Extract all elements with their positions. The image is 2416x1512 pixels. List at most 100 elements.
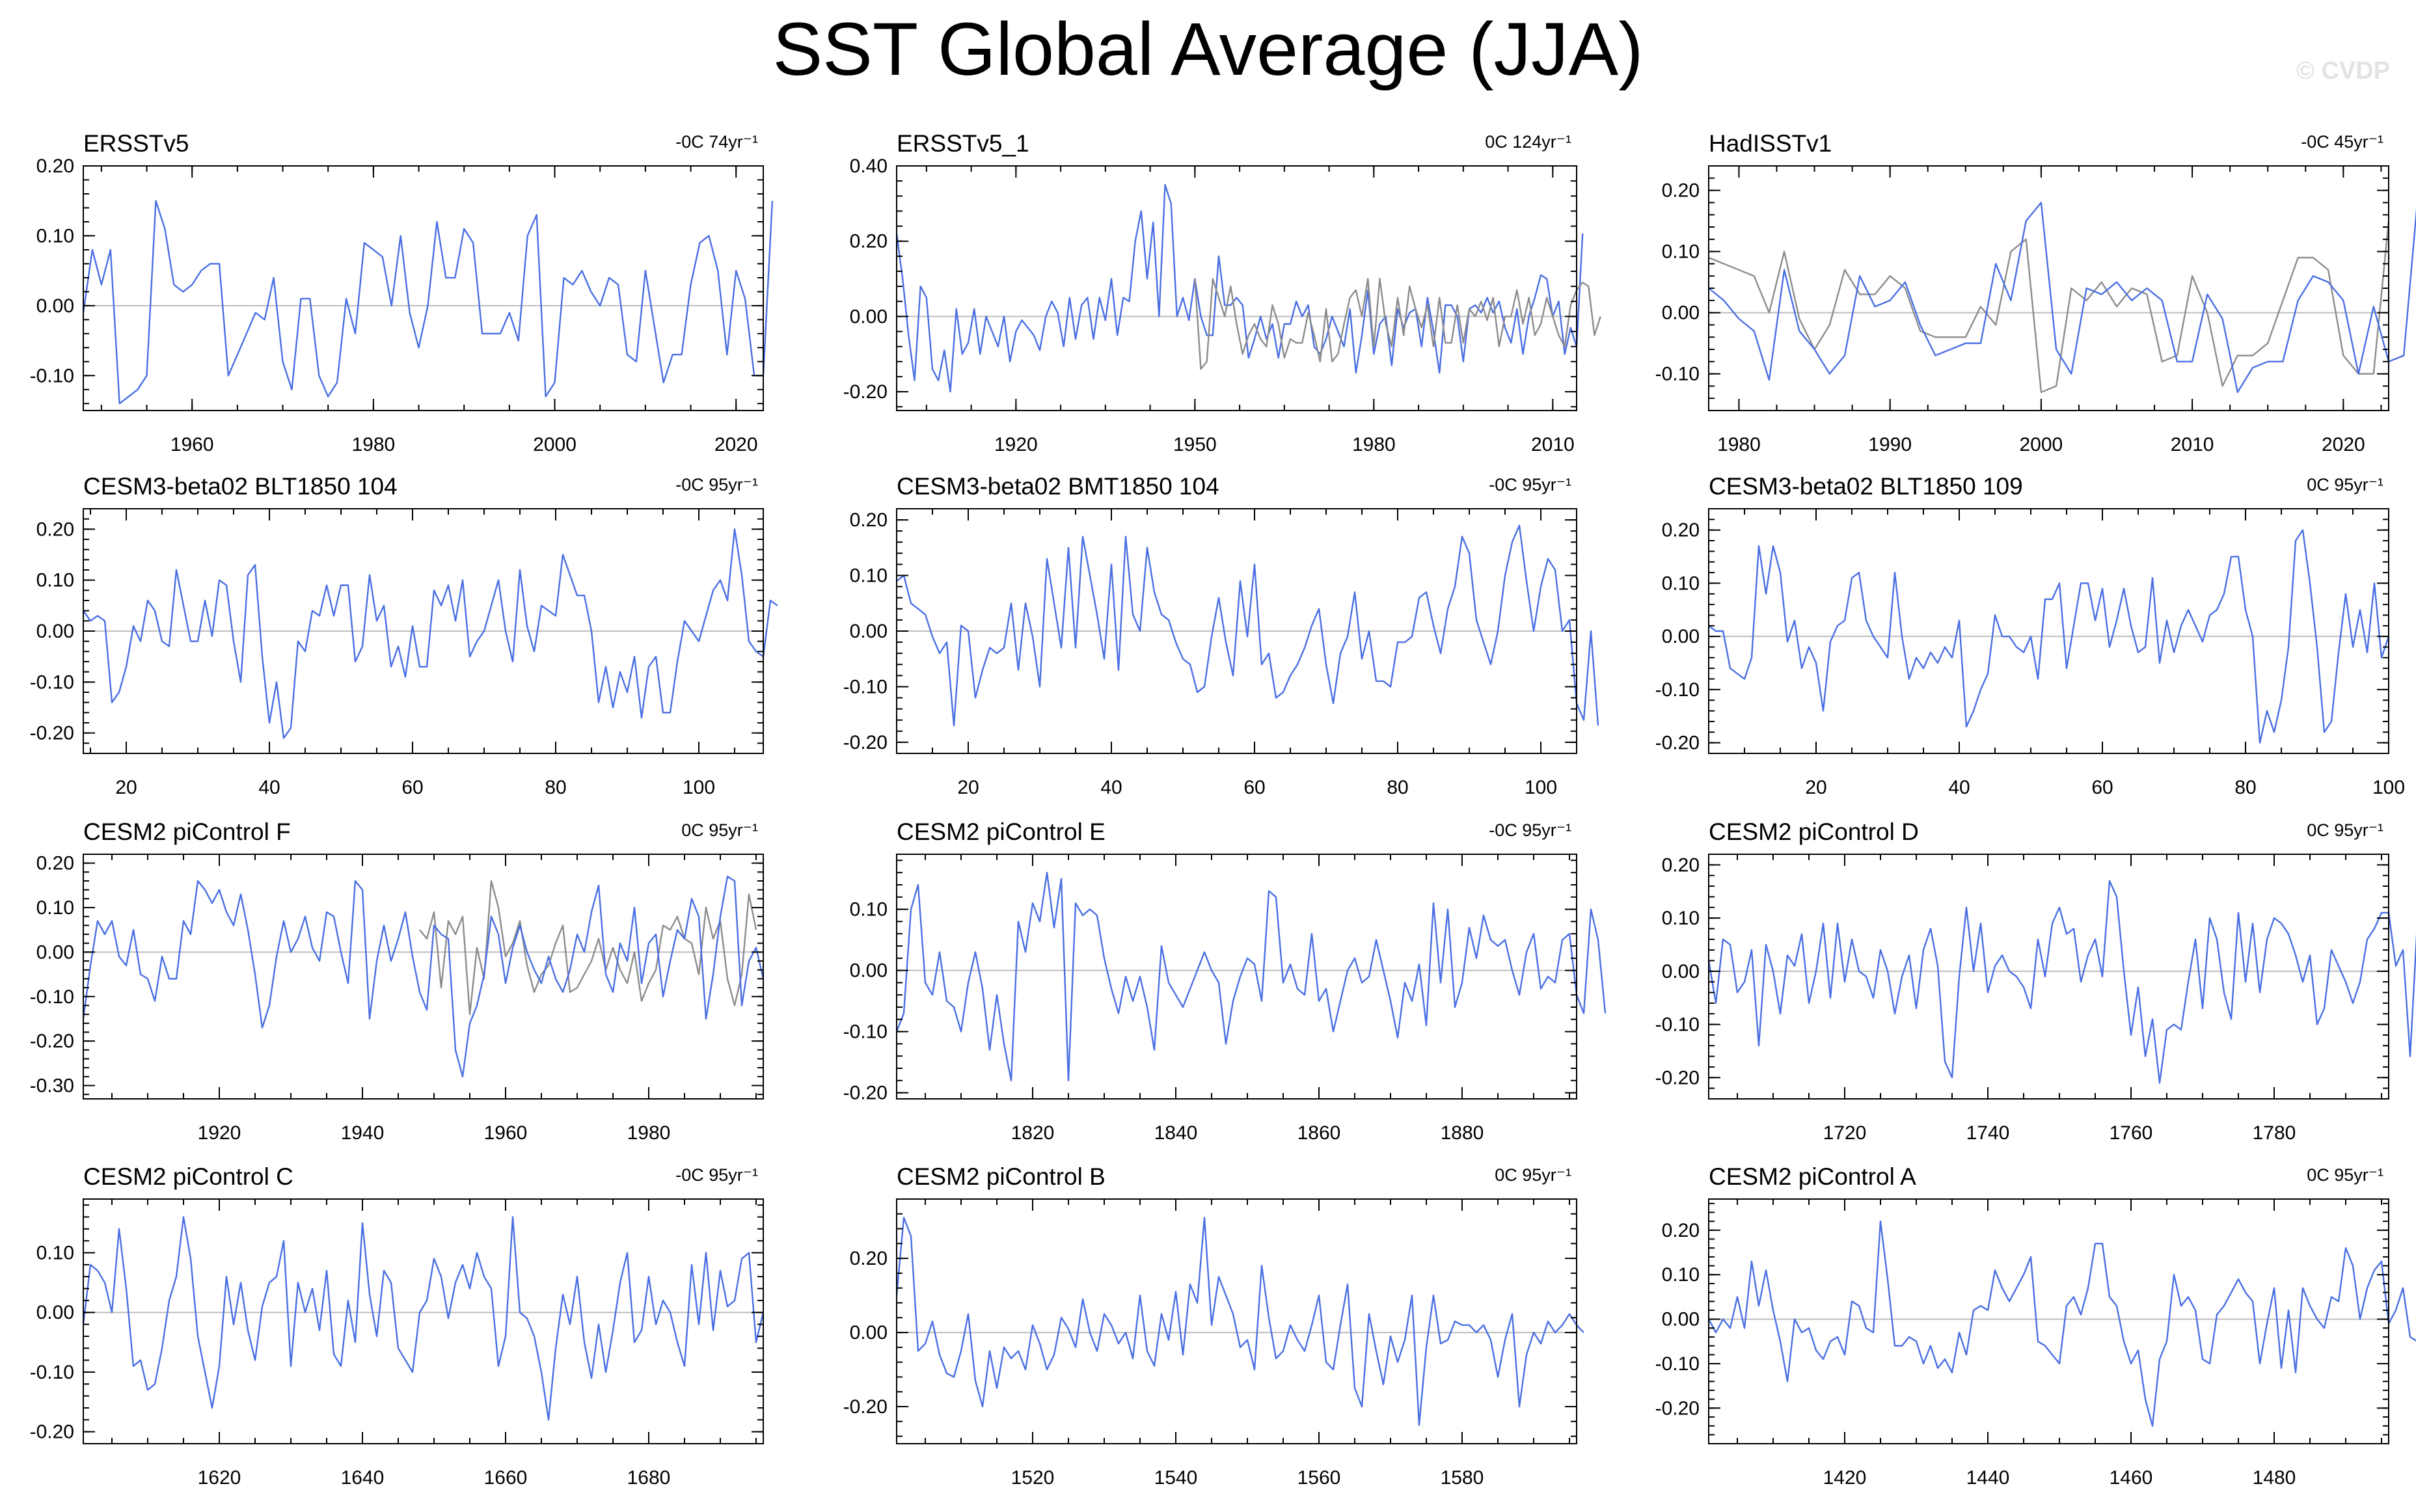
y-tick-label: -0.20 — [1655, 1067, 1700, 1088]
y-tick-label: 0.00 — [850, 621, 888, 642]
panel-trend-label: -0C 95yr⁻¹ — [675, 475, 758, 494]
primary-series-line — [895, 871, 1607, 1082]
plot-frame — [1708, 1198, 2389, 1444]
y-tick-label: 0.20 — [1662, 854, 1700, 876]
primary-series-line — [1707, 880, 2416, 1084]
y-tick-label: 0.20 — [850, 509, 888, 531]
y-tick-label: 0.00 — [1662, 626, 1700, 647]
y-tick-label: 0.00 — [1662, 961, 1700, 982]
y-tick-label: -0.10 — [30, 365, 74, 386]
secondary-series-line — [419, 880, 757, 1016]
y-tick-label: -0.20 — [843, 381, 888, 403]
primary-series-line — [1708, 202, 2416, 393]
panel-title: CESM2 piControl E — [897, 818, 1106, 845]
x-tick-label: 80 — [545, 777, 566, 798]
x-tick-label: 80 — [1387, 777, 1408, 798]
x-tick-label: 20 — [957, 777, 979, 798]
x-tick-label: 2020 — [2322, 434, 2365, 455]
y-tick-label: 0.20 — [36, 519, 74, 540]
secondary-series-line — [1194, 278, 1601, 370]
y-tick-label: -0.30 — [30, 1075, 74, 1096]
x-tick-label: 60 — [401, 777, 423, 798]
y-tick-label: -0.10 — [30, 1362, 74, 1383]
y-tick-label: 0.10 — [1662, 573, 1700, 594]
panel-title: CESM3-beta02 BLT1850 104 — [83, 473, 398, 500]
x-tick-label: 1980 — [1717, 434, 1761, 455]
panel-trend-label: -0C 95yr⁻¹ — [1489, 820, 1571, 840]
x-tick-label: 1420 — [1823, 1467, 1867, 1489]
x-tick-label: 1740 — [1966, 1122, 2010, 1144]
y-tick-label: -0.20 — [843, 1083, 888, 1104]
y-tick-label: -0.10 — [1655, 1014, 1700, 1036]
panel-1: ERSSTv5 -0C 74yr⁻¹ -0.10 0.00 0.10 0.20 1960 19… — [30, 130, 774, 455]
x-tick-label: 40 — [258, 777, 280, 798]
panel-title: CESM2 piControl D — [1709, 818, 1919, 845]
y-tick-label: 0.00 — [36, 621, 74, 642]
panel-title: ERSSTv5 — [83, 130, 189, 157]
y-tick-label: 0.10 — [36, 1243, 74, 1264]
y-tick-label: 0.10 — [1662, 908, 1700, 929]
panel-trend-label: -0C 45yr⁻¹ — [2301, 132, 2383, 152]
plot-frame — [83, 165, 764, 411]
x-tick-label: 80 — [2234, 777, 2256, 798]
panel-title: ERSSTv5_1 — [897, 130, 1029, 157]
x-tick-label: 1880 — [1441, 1122, 1484, 1144]
x-tick-label: 100 — [683, 777, 715, 798]
y-tick-label: 0.20 — [36, 853, 74, 874]
panel-8: CESM2 piControl E -0C 95yr⁻¹ -0.20 -0.10 0.0… — [843, 818, 1607, 1144]
panel-trend-label: 0C 95yr⁻¹ — [1495, 1165, 1571, 1185]
y-tick-label: -0.10 — [1655, 1353, 1700, 1375]
secondary-series-line — [1708, 221, 2390, 393]
y-tick-label: -0.10 — [1655, 679, 1700, 701]
panel-title: CESM2 piControl F — [83, 818, 291, 845]
x-tick-label: 1580 — [1441, 1467, 1484, 1489]
y-tick-label: -0.10 — [843, 1021, 888, 1043]
y-tick-label: 0.00 — [36, 295, 74, 317]
panel-trend-label: 0C 124yr⁻¹ — [1485, 132, 1571, 152]
panel-trend-label: 0C 95yr⁻¹ — [2307, 820, 2383, 840]
y-tick-label: 0.00 — [36, 941, 74, 963]
panel-9: CESM2 piControl D 0C 95yr⁻¹ -0.20 -0.10 0.00… — [1655, 818, 2416, 1144]
y-tick-label: -0.20 — [843, 1396, 888, 1418]
x-tick-label: 1480 — [2253, 1467, 2296, 1489]
plot-frame — [83, 1198, 764, 1444]
y-tick-label: 0.00 — [1662, 303, 1700, 324]
primary-series-line — [83, 528, 778, 739]
y-tick-label: 0.00 — [850, 306, 888, 327]
x-tick-label: 1980 — [351, 434, 395, 455]
panel-7: CESM2 piControl F 0C 95yr⁻¹ -0.30 -0.20 -0.1… — [30, 818, 765, 1144]
x-tick-label: 1680 — [627, 1467, 671, 1489]
y-tick-label: 0.20 — [1662, 1220, 1700, 1241]
x-tick-label: 1950 — [1173, 434, 1217, 455]
y-tick-label: 0.00 — [36, 1302, 74, 1323]
panel-trend-label: -0C 95yr⁻¹ — [1489, 475, 1571, 494]
figure-title: SST Global Average (JJA) — [772, 8, 1644, 91]
y-tick-label: 0.10 — [1662, 1264, 1700, 1286]
primary-series-line — [1707, 1220, 2416, 1427]
x-tick-label: 1760 — [2110, 1122, 2153, 1144]
x-tick-label: 1540 — [1154, 1467, 1198, 1489]
y-tick-label: -0.20 — [30, 723, 74, 744]
panel-trend-label: -0C 95yr⁻¹ — [675, 1165, 758, 1185]
panel-10: CESM2 piControl C -0C 95yr⁻¹ -0.20 -0.10 0.0… — [30, 1163, 765, 1489]
y-tick-label: 0.10 — [850, 899, 888, 921]
y-tick-label: -0.10 — [1655, 364, 1700, 385]
x-tick-label: 1960 — [170, 434, 214, 455]
plot-frame — [1708, 854, 2389, 1100]
y-tick-label: -0.20 — [1655, 733, 1700, 754]
panel-4: CESM3-beta02 BLT1850 104 -0C 95yr⁻¹ -0.20 -… — [30, 473, 778, 798]
x-tick-label: 1660 — [484, 1467, 528, 1489]
x-tick-label: 1920 — [994, 434, 1038, 455]
panel-title: CESM3-beta02 BMT1850 104 — [897, 473, 1219, 500]
y-tick-label: -0.20 — [843, 732, 888, 753]
primary-series-line — [895, 183, 1584, 393]
x-tick-label: 100 — [2372, 777, 2405, 798]
panel-6: CESM3-beta02 BLT1850 109 0C 95yr⁻¹ -0.20 -0… — [1655, 473, 2405, 798]
primary-series-line — [82, 200, 774, 405]
x-tick-label: 40 — [1948, 777, 1970, 798]
x-tick-label: 1520 — [1011, 1467, 1055, 1489]
y-tick-label: 0.00 — [850, 1322, 888, 1343]
panel-title: CESM2 piControl A — [1709, 1163, 1916, 1190]
panel-trend-label: -0C 74yr⁻¹ — [675, 132, 758, 152]
x-tick-label: 20 — [1805, 777, 1826, 798]
